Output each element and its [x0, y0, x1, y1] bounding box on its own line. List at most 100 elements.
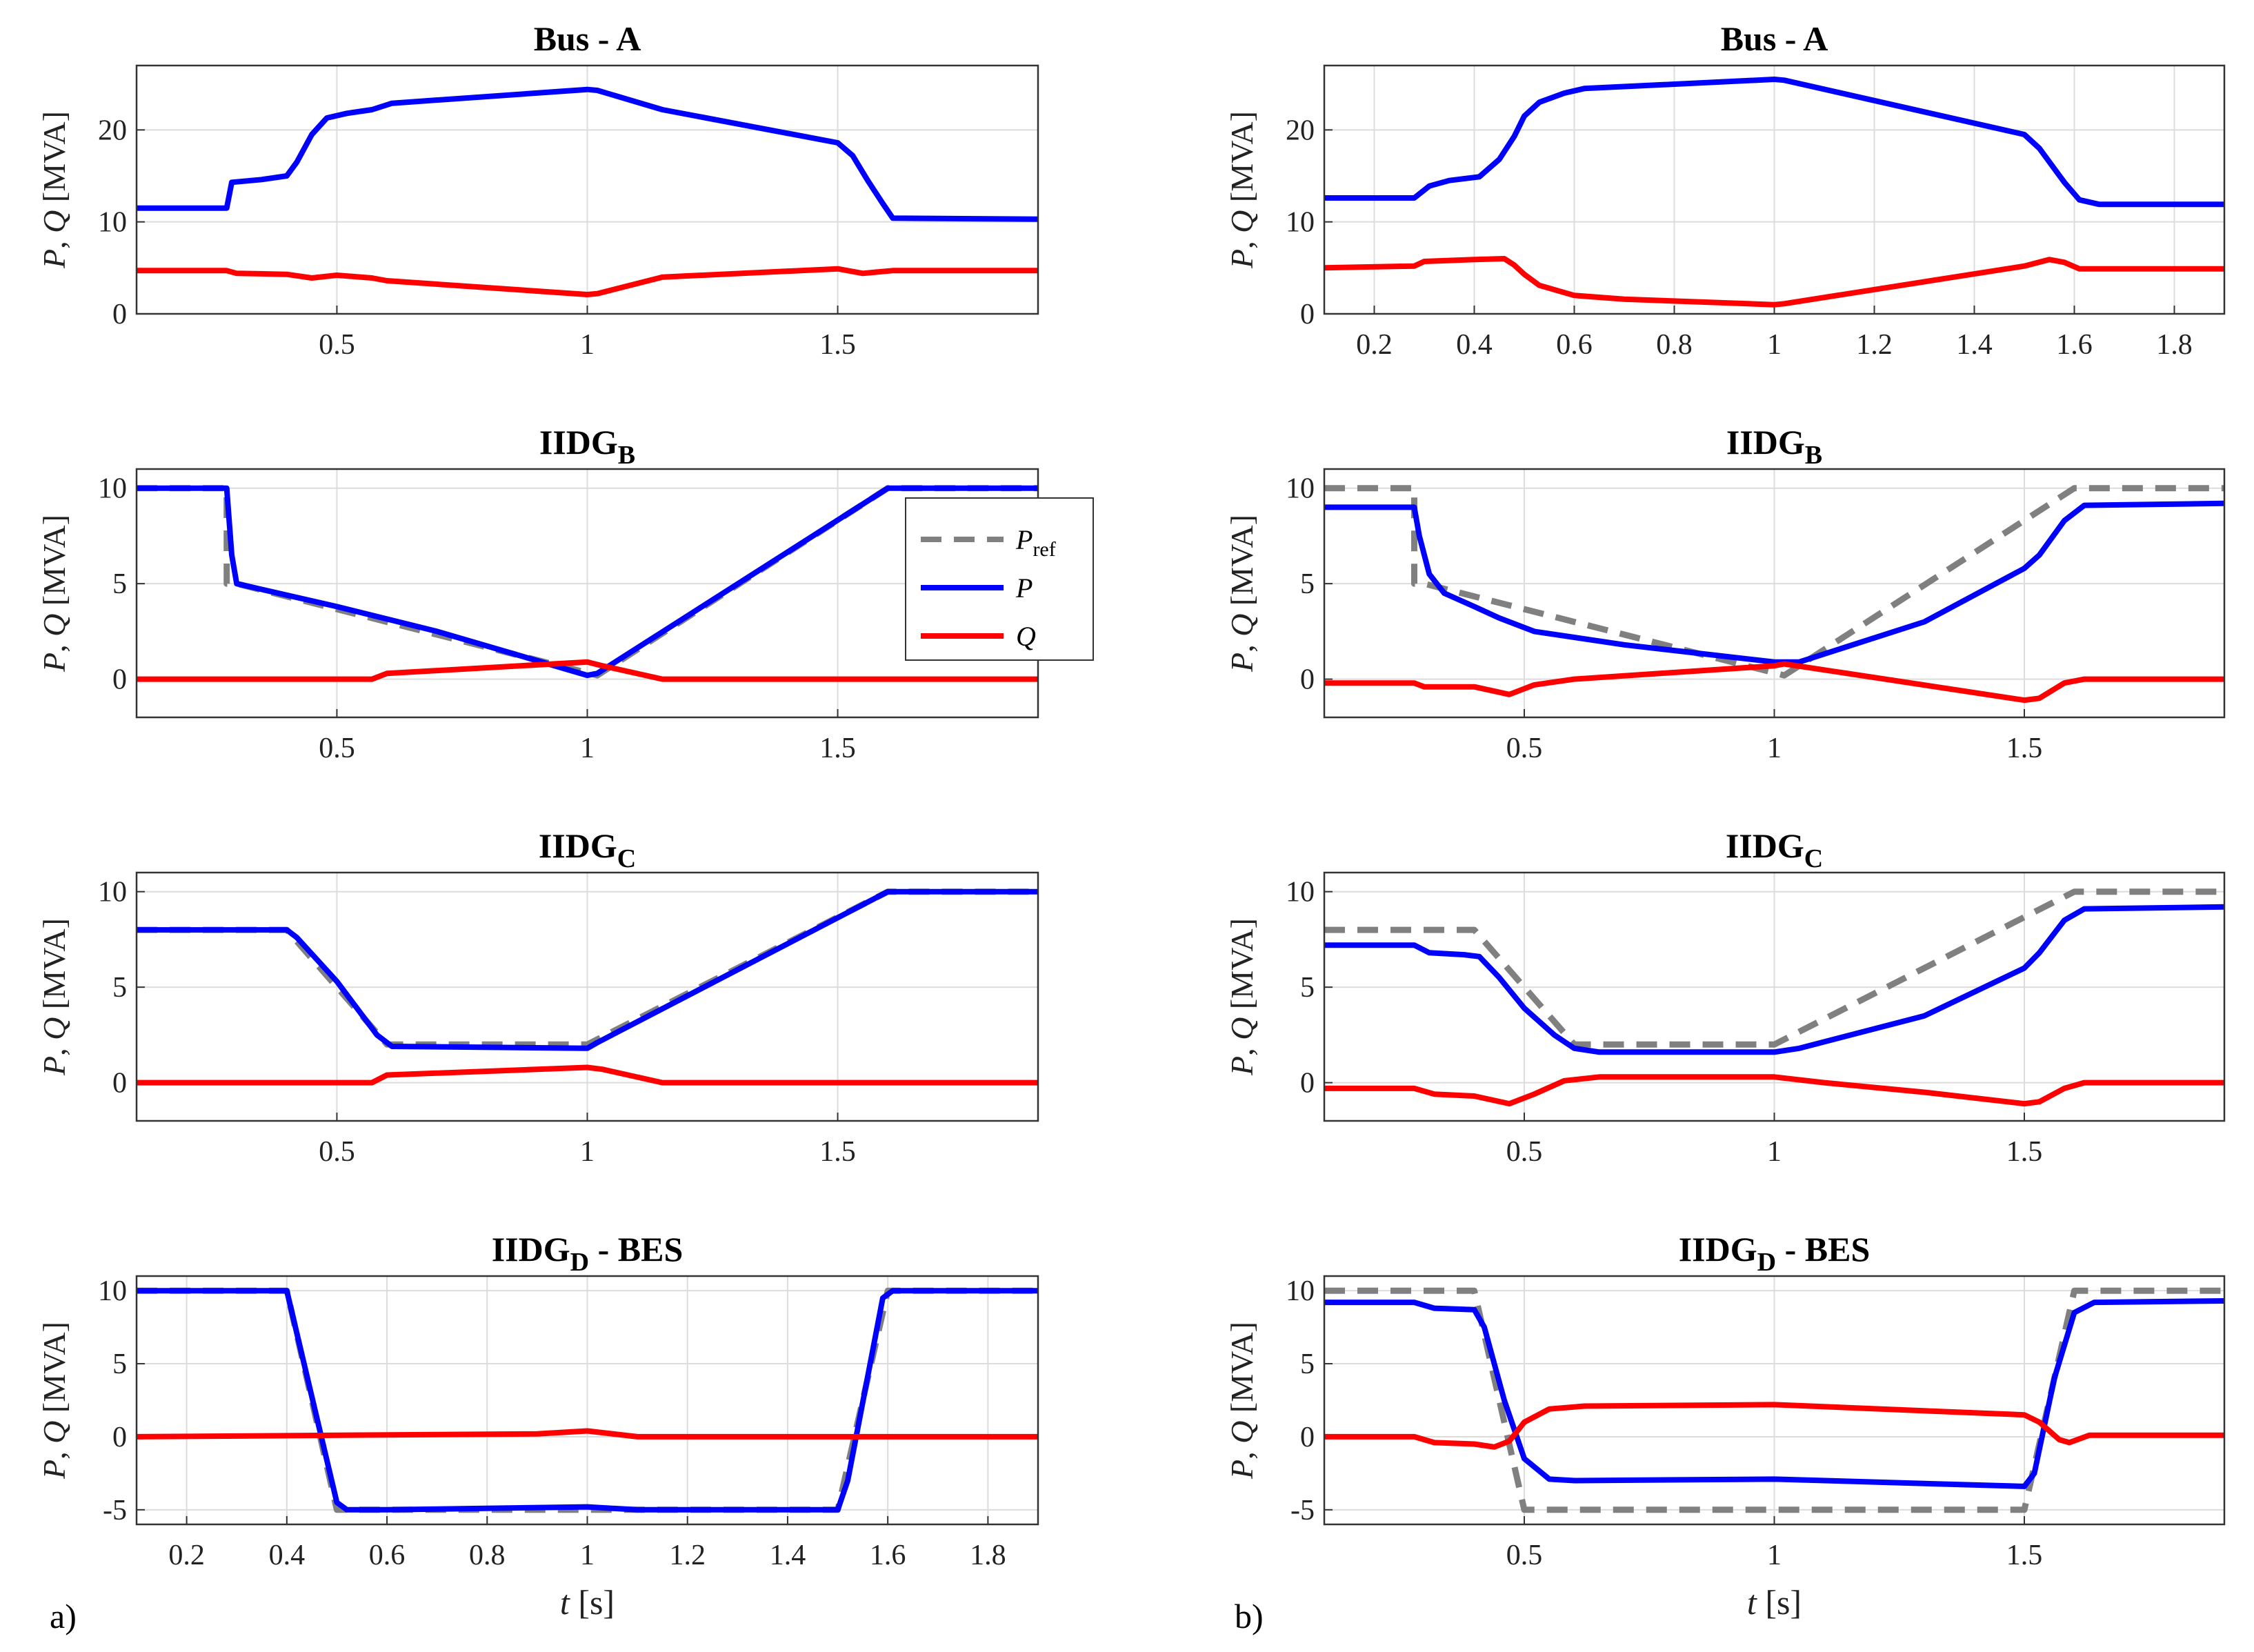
x-tick-label: 1: [580, 329, 595, 361]
y-tick-label: 20: [1286, 115, 1315, 146]
subplot-title: Bus - A: [534, 19, 641, 58]
subplot-1: 0.5 1 1.5 0 10 20 Bus - A P, Q [MVA]: [37, 19, 1039, 361]
x-tick-label: 1: [580, 1540, 595, 1571]
x-tick-label: 1.8: [2156, 329, 2193, 361]
x-tick-label: 1: [1767, 1540, 1782, 1571]
subplot-5: 0.5 1 1.5 0 5 10 IIDGC P, Q [MVA]: [37, 826, 1039, 1168]
series-line-pref: [1324, 485, 2224, 679]
series-line-pref: [1324, 888, 2224, 1048]
x-tick-label: 1: [580, 1136, 595, 1168]
subplot-title: IIDGD - BES: [492, 1230, 684, 1277]
x-tick-label: 0.5: [1506, 733, 1543, 764]
subplot-2: 0.2 0.4 0.6 0.8 1 1.2 1.4 1.6 1.8 0 10 20 Bus - A P, …: [1224, 19, 2226, 361]
x-tick-label: 1.8: [970, 1540, 1006, 1571]
x-tick-label: 1.4: [770, 1540, 806, 1571]
axes-frame: [1323, 468, 2226, 719]
panel-label-a: a): [50, 1597, 77, 1635]
y-axis-label: P, Q [MVA]: [1224, 918, 1259, 1076]
y-tick-label: 5: [112, 1349, 127, 1380]
x-tick-label: 1: [1767, 1136, 1782, 1168]
subplot-3: 0.5 1 1.5 0 5 10 IIDGB P, Q [MVA] Pref PQ: [37, 423, 1094, 764]
series-line-p: [137, 86, 1038, 222]
series-line-q: [1324, 1074, 2224, 1107]
x-tick-label: 1: [1767, 329, 1782, 361]
y-tick-label: 20: [98, 115, 127, 146]
x-tick-label: 0.4: [1456, 329, 1493, 361]
axes-frame: [135, 64, 1039, 315]
y-tick-label: 10: [98, 877, 127, 908]
axes-frame: [135, 1275, 1039, 1526]
subplot-title: IIDGC: [1726, 826, 1823, 873]
series-line-q: [1324, 661, 2224, 704]
series-line-p: [1324, 904, 2224, 1055]
y-tick-label: 10: [98, 207, 127, 239]
subplot-8: 0.5 1 1.5 -5 0 5 10 IIDGD - BES P, Q [MVA] t [s]: [1224, 1230, 2226, 1622]
x-tick-label: 0.8: [469, 1540, 506, 1571]
y-tick-label: 0: [1300, 664, 1315, 696]
x-tick-label: 1.5: [819, 733, 856, 764]
y-tick-label: 10: [1286, 877, 1315, 908]
x-tick-label: 1.6: [870, 1540, 906, 1571]
axes-frame: [1323, 871, 2226, 1122]
series-line-p: [137, 1288, 1038, 1513]
x-tick-label: 1.5: [2006, 1136, 2043, 1168]
y-tick-label: 0: [1300, 299, 1315, 330]
x-tick-label: 1.5: [819, 329, 856, 361]
subplot-title: IIDGD - BES: [1679, 1230, 1871, 1277]
y-axis-label: P, Q [MVA]: [1224, 111, 1259, 269]
x-tick-label: 0.5: [319, 733, 355, 764]
x-tick-label: 1: [1767, 733, 1782, 764]
subplot-title: IIDGC: [539, 826, 636, 873]
x-tick-label: 0.4: [269, 1540, 306, 1571]
legend-box: [905, 497, 1094, 661]
series-line-q: [1324, 256, 2224, 308]
x-tick-label: 1.2: [1856, 329, 1893, 361]
series-line-p: [1324, 500, 2224, 665]
x-tick-label: 1: [580, 733, 595, 764]
x-tick-label: 0.5: [1506, 1136, 1543, 1168]
y-tick-label: 5: [1300, 972, 1315, 1004]
legend-label: Pref: [1015, 524, 1056, 561]
y-tick-label: 10: [98, 473, 127, 505]
x-tick-label: 1.6: [2056, 329, 2093, 361]
subplot-title: IIDGB: [539, 423, 635, 470]
y-axis-label: P, Q [MVA]: [1224, 1322, 1259, 1480]
subplot-title: IIDGB: [1726, 423, 1822, 470]
subplot-4: 0.5 1 1.5 0 5 10 IIDGB P, Q [MVA]: [1224, 423, 2226, 764]
y-tick-label: -5: [1290, 1495, 1315, 1526]
x-tick-label: 0.5: [319, 329, 355, 361]
y-tick-label: -5: [103, 1495, 127, 1526]
y-tick-label: 0: [112, 1422, 127, 1453]
x-tick-label: 0.2: [1356, 329, 1393, 361]
x-tick-label: 1.5: [819, 1136, 856, 1168]
x-tick-label: 0.5: [319, 1136, 355, 1168]
y-axis-label: P, Q [MVA]: [37, 515, 72, 673]
y-tick-label: 0: [112, 1068, 127, 1099]
legend: Pref PQ: [905, 497, 1094, 661]
legend-label: P: [1015, 573, 1033, 604]
x-tick-label: 0.2: [168, 1540, 205, 1571]
x-tick-label: 1.5: [2006, 733, 2043, 764]
series-line-p: [137, 888, 1038, 1051]
y-tick-label: 5: [1300, 1349, 1315, 1380]
x-axis-label: t [s]: [1747, 1583, 1802, 1622]
x-tick-label: 0.8: [1656, 329, 1693, 361]
panel-label-b: b): [1235, 1597, 1264, 1635]
subplot-6: 0.5 1 1.5 0 5 10 IIDGC P, Q [MVA]: [1224, 826, 2226, 1168]
y-tick-label: 0: [112, 299, 127, 330]
y-axis-label: P, Q [MVA]: [37, 918, 72, 1076]
x-tick-label: 0.6: [369, 1540, 406, 1571]
x-tick-label: 0.6: [1556, 329, 1593, 361]
x-tick-label: 1.2: [669, 1540, 706, 1571]
y-tick-label: 0: [1300, 1422, 1315, 1453]
y-tick-label: 10: [1286, 1275, 1315, 1307]
legend-label: Q: [1016, 621, 1036, 652]
x-tick-label: 1.5: [2006, 1540, 2043, 1571]
y-tick-label: 5: [112, 568, 127, 600]
subplot-7: 0.2 0.4 0.6 0.8 1 1.2 1.4 1.6 1.8 -5 0 5 10 IIDGD - B…: [37, 1230, 1039, 1622]
y-axis-label: P, Q [MVA]: [1224, 515, 1259, 673]
y-tick-label: 5: [1300, 568, 1315, 600]
axes-frame: [135, 871, 1039, 1122]
series-line-q: [137, 659, 1038, 682]
